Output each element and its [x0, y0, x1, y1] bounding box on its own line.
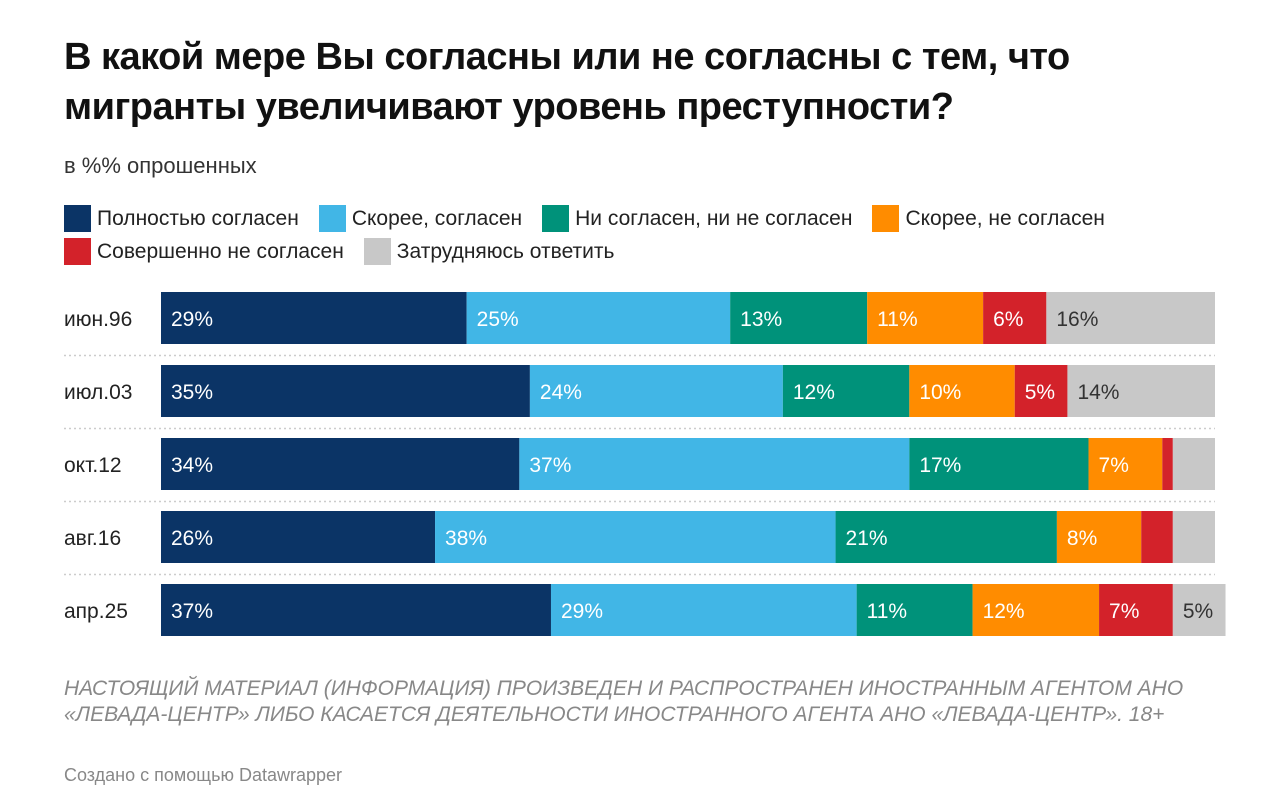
category-label: апр.25	[64, 600, 128, 623]
bar-segment	[1172, 584, 1226, 636]
data-label: 35%	[171, 381, 213, 404]
legend-label: Полностью согласен	[97, 206, 299, 230]
data-label: 11%	[867, 600, 907, 623]
data-label: 11%	[877, 308, 917, 331]
bar-segment	[1172, 511, 1215, 563]
bar-segment	[856, 584, 973, 636]
category-label: июл.03	[64, 381, 132, 404]
legend-label: Скорее, согласен	[351, 206, 523, 230]
data-label: 38%	[445, 527, 487, 550]
legend-swatch	[64, 238, 91, 265]
data-label: 17%	[919, 454, 961, 477]
data-label: 7%	[1099, 454, 1129, 477]
data-label: 12%	[793, 381, 835, 404]
bar-segment	[730, 292, 868, 344]
data-label: 8%	[1067, 527, 1097, 550]
bar-segment	[1056, 511, 1142, 563]
data-label: 16%	[1056, 308, 1098, 331]
bar-segment	[435, 511, 836, 563]
bar-segment	[529, 365, 783, 417]
bar-segment	[909, 438, 1089, 490]
data-label: 29%	[171, 308, 213, 331]
legend-item-rather-disagree: Скорее, не согласен	[872, 205, 1105, 232]
data-label: 7%	[1109, 600, 1139, 623]
data-label: 14%	[1077, 381, 1119, 404]
data-label: 6%	[993, 308, 1023, 331]
foreign-agent-notice: НАСТОЯЩИЙ МАТЕРИАЛ (ИНФОРМАЦИЯ) ПРОИЗВЕД…	[64, 677, 1184, 726]
bar-segment	[1162, 438, 1173, 490]
bar-segment	[161, 292, 467, 344]
category-label: авг.16	[64, 527, 121, 550]
bar-segment	[867, 292, 984, 344]
bar-segment	[161, 438, 520, 490]
data-label: 37%	[529, 454, 571, 477]
bar-segment	[161, 584, 551, 636]
category-label: окт.12	[64, 454, 122, 477]
legend-item-neutral: Ни согласен, ни не согласен	[542, 205, 852, 232]
bar-segment	[835, 511, 1057, 563]
data-label: 29%	[561, 600, 603, 623]
legend-item-fully-disagree: Совершенно не согласен	[64, 238, 344, 265]
data-label: 5%	[1183, 600, 1213, 623]
legend-item-rather-agree: Скорее, согласен	[318, 205, 523, 232]
legend-swatch	[318, 205, 346, 232]
legend-swatch	[542, 205, 570, 232]
bar-segment	[782, 365, 910, 417]
bar-segment	[466, 292, 731, 344]
data-label: 13%	[740, 308, 782, 331]
bar-segment	[161, 511, 436, 563]
bar-segment	[550, 584, 857, 636]
bar-segment	[519, 438, 910, 490]
legend-swatch	[64, 205, 91, 232]
legend-label: Совершенно не согласен	[97, 239, 344, 263]
stacked-bar-chart: июн.96 29% 25% 13% 11% 6% 16% июл.03 35% 24% 12% 10…	[64, 292, 1226, 636]
legend-label: Затрудняюсь ответить	[396, 239, 615, 263]
bar-segment	[983, 292, 1047, 344]
bar-segment	[1088, 438, 1163, 490]
bar-segment	[1067, 365, 1215, 417]
data-label: 12%	[983, 600, 1025, 623]
data-label: 10%	[919, 381, 961, 404]
bar-segment	[1099, 584, 1173, 636]
bar-segment	[1172, 438, 1215, 490]
data-label: 37%	[171, 600, 213, 623]
legend-row: Полностью согласен Скорее, согласен Ни с…	[64, 202, 1244, 235]
data-label: 24%	[540, 381, 582, 404]
chart-title: В какой мере Вы согласны или не согласны…	[64, 36, 1070, 128]
legend-swatch	[363, 238, 391, 265]
chart-subtitle: в %% опрошенных	[64, 153, 257, 178]
legend-row: Совершенно не согласен Затрудняюсь ответ…	[64, 235, 1244, 268]
legend-item-fully-agree: Полностью согласен	[64, 205, 299, 232]
data-label: 34%	[171, 454, 213, 477]
data-label: 25%	[477, 308, 519, 331]
bar-segment	[161, 365, 530, 417]
legend-item-dont-know: Затрудняюсь ответить	[363, 238, 615, 265]
category-label: июн.96	[64, 308, 132, 331]
data-label: 21%	[846, 527, 888, 550]
bar-segment	[909, 365, 1015, 417]
bar-segment	[972, 584, 1100, 636]
data-label: 5%	[1025, 381, 1055, 404]
legend-swatch	[872, 205, 900, 232]
legend: Полностью согласен Скорее, согласен Ни с…	[64, 202, 1244, 268]
legend-label: Ни согласен, ни не согласен	[575, 206, 853, 230]
bar-segment	[1014, 365, 1068, 417]
data-label: 26%	[171, 527, 213, 550]
bar-segment	[1141, 511, 1173, 563]
datawrapper-credit: Создано с помощью Datawrapper	[64, 765, 343, 785]
bar-segment	[1046, 292, 1215, 344]
legend-label: Скорее, не согласен	[905, 206, 1105, 230]
